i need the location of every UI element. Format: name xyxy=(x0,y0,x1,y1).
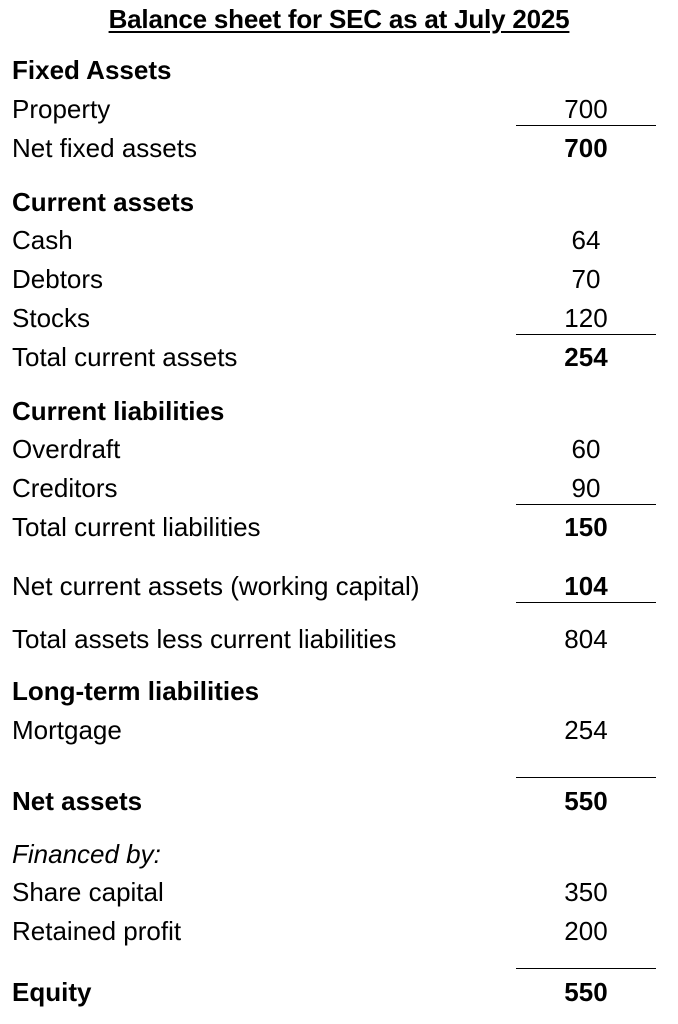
row-label: Stocks xyxy=(12,303,91,333)
row-label: Total current assets xyxy=(12,342,238,372)
row-label: Net fixed assets xyxy=(12,133,197,163)
table-row-total-assets-less-cl: Total assets less current liabilities 80… xyxy=(0,621,678,657)
section-heading-current-liabilities: Current liabilities xyxy=(0,393,678,429)
row-value: 550 xyxy=(564,786,608,816)
row-value: 104 xyxy=(564,571,608,601)
section-heading-financed-by: Financed by: xyxy=(0,836,678,872)
table-row-overdraft: Overdraft 60 xyxy=(0,431,678,467)
table-row-stocks: Stocks 120 xyxy=(0,300,678,336)
row-value: 150 xyxy=(564,512,608,542)
table-row-mortgage: Mortgage 254 xyxy=(0,712,678,748)
row-label: Overdraft xyxy=(12,434,121,464)
table-row-net-current-assets: Net current assets (working capital) 104 xyxy=(0,568,678,604)
row-value: 700 xyxy=(564,133,608,163)
table-row-debtors: Debtors 70 xyxy=(0,261,678,297)
row-value: 90 xyxy=(571,473,601,503)
table-row-total-current-assets: Total current assets 254 xyxy=(0,339,678,375)
row-value: 64 xyxy=(571,225,601,255)
row-label: Share capital xyxy=(12,877,164,907)
row-value: 550 xyxy=(564,977,608,1007)
table-row-total-current-liabilities: Total current liabilities 150 xyxy=(0,509,678,545)
subtotal-rule xyxy=(516,968,656,969)
row-value: 200 xyxy=(564,916,608,946)
row-value: 120 xyxy=(564,303,608,333)
row-value: 70 xyxy=(571,264,601,294)
page-title: Balance sheet for SEC as at July 2025 xyxy=(108,4,570,34)
row-label: Creditors xyxy=(12,473,118,503)
row-value: 254 xyxy=(564,715,608,745)
table-row-equity: Equity 550 xyxy=(0,974,678,1010)
row-label: Mortgage xyxy=(12,715,122,745)
table-row-net-assets: Net assets 550 xyxy=(0,783,678,819)
table-row-share-capital: Share capital 350 xyxy=(0,874,678,910)
row-label: Property xyxy=(12,94,111,124)
heading-label: Fixed Assets xyxy=(12,55,172,85)
table-row-retained-profit: Retained profit 200 xyxy=(0,913,678,949)
row-label: Net current assets (working capital) xyxy=(12,571,420,601)
subtotal-rule xyxy=(516,334,656,335)
subtotal-rule xyxy=(516,125,656,126)
subtotal-rule xyxy=(516,602,656,603)
row-label: Equity xyxy=(12,977,92,1007)
subtotal-rule xyxy=(516,777,656,778)
heading-label: Financed by: xyxy=(12,839,161,869)
row-value: 60 xyxy=(571,434,601,464)
row-label: Cash xyxy=(12,225,73,255)
row-label: Retained profit xyxy=(12,916,182,946)
table-row-net-fixed-assets: Net fixed assets 700 xyxy=(0,130,678,166)
heading-label: Current liabilities xyxy=(12,396,225,426)
section-heading-long-term-liabilities: Long-term liabilities xyxy=(0,673,678,709)
row-label: Total current liabilities xyxy=(12,512,261,542)
table-row-property: Property 700 xyxy=(0,91,678,127)
row-label: Total assets less current liabilities xyxy=(12,624,397,654)
section-heading-current-assets: Current assets xyxy=(0,184,678,220)
row-value: 350 xyxy=(564,877,608,907)
row-value: 700 xyxy=(564,94,608,124)
row-label: Net assets xyxy=(12,786,143,816)
heading-label: Long-term liabilities xyxy=(12,676,260,706)
section-heading-fixed-assets: Fixed Assets xyxy=(0,52,678,88)
table-row-cash: Cash 64 xyxy=(0,222,678,258)
subtotal-rule xyxy=(516,504,656,505)
table-row-creditors: Creditors 90 xyxy=(0,470,678,506)
row-value: 804 xyxy=(564,624,608,654)
heading-label: Current assets xyxy=(12,187,195,217)
row-value: 254 xyxy=(564,342,608,372)
row-label: Debtors xyxy=(12,264,104,294)
